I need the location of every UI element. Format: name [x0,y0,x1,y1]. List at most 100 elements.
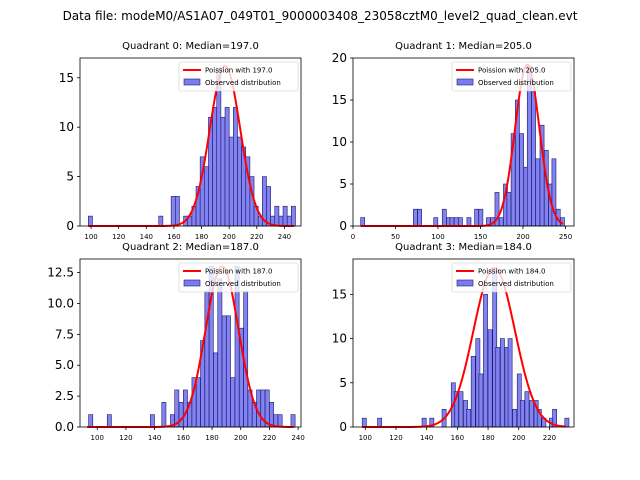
x-tick-label: 180 [205,434,218,442]
histogram-bar [226,315,231,428]
histogram-bar [277,414,283,428]
x-tick-label: 120 [389,434,402,442]
histogram-bar [204,166,209,227]
y-tick-label: 15 [332,287,347,301]
histogram-bar [224,107,230,227]
histogram-bar [87,215,93,227]
subplot-quadrant-1: Quadrant 1: Median=205.0 0 50 100 150 200 250 0… [332,41,575,241]
histogram-bar [449,217,455,227]
histogram-bar [220,116,226,227]
legend-label-observed: Observed distribution [478,79,554,87]
legend-box [178,61,299,92]
histogram-bar [269,401,274,428]
x-tick-label: 150 [474,233,487,241]
x-tick-label: 220 [263,434,276,442]
x-tick-label: 0 [351,233,355,241]
y-tick-label: 10 [332,135,347,149]
x-tick-label: 160 [167,233,180,241]
y-tick-label: 5 [66,170,74,184]
histogram-bar [531,91,536,227]
x-tick-label: 200 [234,434,247,442]
histogram-bar [377,417,382,428]
histogram-bar [458,217,463,227]
histogram-bar [487,329,493,428]
x-tick-label: 240 [291,434,304,442]
histogram-bar [498,217,504,227]
x-tick-label: 220 [543,434,556,442]
subplot-quadrant-2: Quadrant 2: Median=187.0 100 120 140 160 180 2… [47,242,305,442]
x-tick-label: 200 [516,233,529,241]
histogram-bar [150,414,155,428]
y-tick-label: 15 [59,71,74,85]
x-tick-label: 140 [148,434,161,442]
histogram-bar [453,217,459,227]
x-tick-label: 120 [119,434,132,442]
histogram-bar [228,136,234,227]
y-tick-label: 10 [332,332,347,346]
legend-label-poisson: Poission with 187.0 [205,268,273,276]
histogram-bar [535,158,541,227]
y-tick-label: 7.5 [55,327,74,341]
x-tick-label: 200 [222,233,235,241]
x-tick-label: 100 [91,434,104,442]
legend-label-poisson: Poission with 197.0 [205,67,273,75]
histogram-bar [290,414,296,428]
x-tick-label: 180 [481,434,494,442]
legend-bar-swatch [456,78,474,86]
histogram-bar [441,208,447,227]
figure-suptitle: Data file: modeM0/AS1A07_049T01_90000034… [62,9,578,23]
x-tick-label: 140 [140,233,153,241]
y-tick-label: 12.5 [47,266,74,280]
histogram-bar [519,133,524,227]
subplot-title: Quadrant 3: Median=184.0 [395,242,532,253]
histogram-bar [507,338,513,428]
subplot-title: Quadrant 1: Median=205.0 [395,41,532,52]
y-tick-label: 0 [66,219,74,233]
x-tick-label: 180 [195,233,208,241]
histogram-bar [286,215,292,227]
legend-bar-swatch [456,279,474,287]
x-tick-label: 200 [512,434,525,442]
histogram-bar [512,409,518,428]
histogram-bar [161,401,167,428]
histogram-bar [478,208,484,227]
legend-label-observed: Observed distribution [205,79,281,87]
histogram-bar [106,414,112,428]
x-tick-label: 50 [391,233,400,241]
y-tick-label: 5 [339,177,347,191]
histogram-bar [478,373,484,428]
histogram-bar [361,417,367,428]
histogram-bar [500,338,505,428]
histogram-bar [466,217,472,227]
histogram-bar [282,205,288,227]
legend-bar-swatch [183,78,201,86]
y-tick-label: 15 [332,93,347,107]
histogram-bar [474,208,479,227]
x-tick-label: 240 [278,233,291,241]
legend-label-poisson: Poission with 205.0 [478,67,546,75]
histogram-bar [274,205,280,227]
y-tick-label: 20 [332,51,347,65]
histogram-bar [170,196,176,227]
histogram-bar [278,215,284,227]
histogram-bar [413,208,418,227]
histogram-bar [212,107,218,227]
histogram-bar [237,136,242,227]
histogram-bar [216,67,222,227]
y-tick-label: 5.0 [55,358,74,372]
axes-frame [352,258,575,428]
subplot-title: Quadrant 2: Median=187.0 [122,242,259,253]
histogram-bar [230,377,236,428]
histogram-bar [233,107,238,227]
histogram-bar [175,196,180,227]
histogram-bar [483,294,488,428]
histogram-bar [221,315,227,428]
histogram-bar [524,391,530,428]
histogram-bar [417,208,422,227]
legend-box [451,61,572,92]
x-tick-label: 160 [177,434,190,442]
axes-frame [79,258,302,428]
x-tick-label: 160 [451,434,464,442]
histogram-bar [266,186,271,227]
